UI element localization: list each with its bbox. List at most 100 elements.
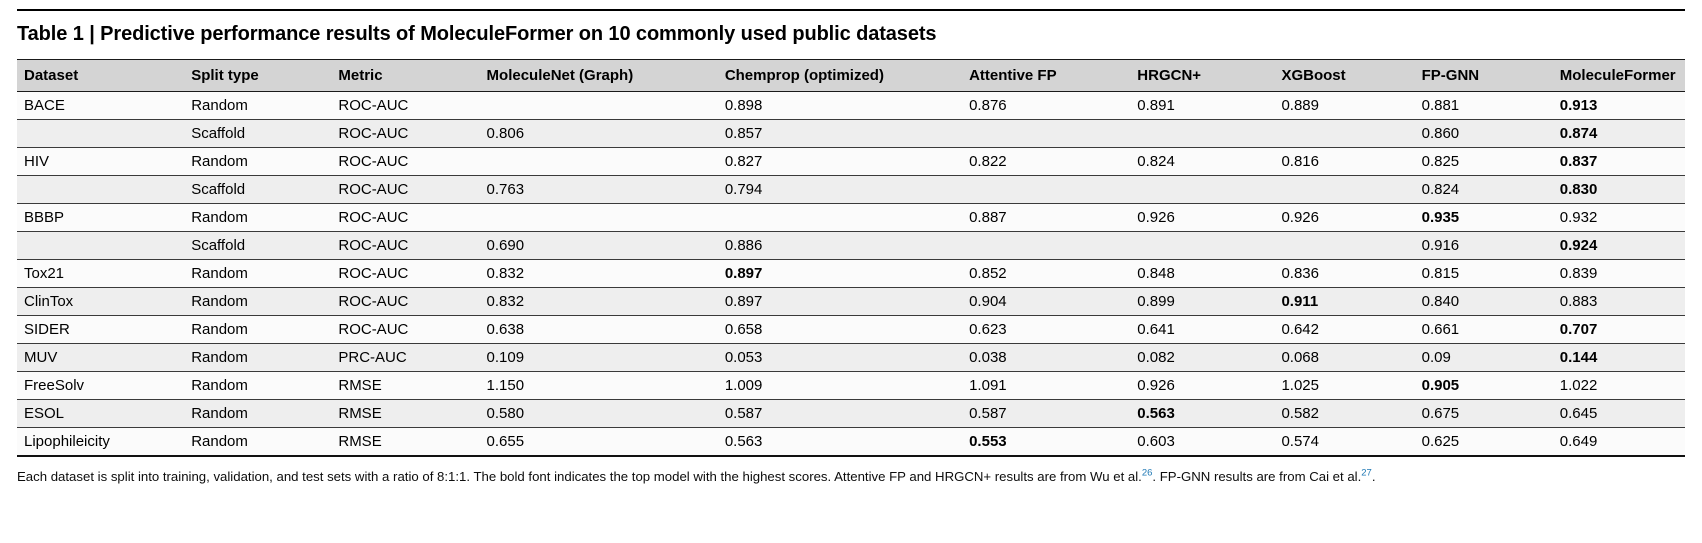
value-cell (1130, 175, 1275, 204)
dataset-cell: ClinTox (17, 287, 185, 316)
value-cell: 1.150 (479, 371, 718, 400)
value-cell: Random (184, 287, 332, 316)
column-header-attentive-fp: Attentive FP (962, 59, 1131, 92)
value-cell: 0.824 (1130, 147, 1275, 176)
value-cell (1130, 231, 1275, 260)
column-header-moleculenet-graph: MoleculeNet (Graph) (479, 59, 718, 92)
citation-ref-link[interactable]: 27 (1361, 467, 1372, 479)
value-cell: Scaffold (184, 231, 332, 260)
footnote-text: . FP-GNN results are from Cai et al. (1152, 469, 1362, 484)
value-cell: 0.889 (1274, 91, 1415, 120)
value-cell: RMSE (331, 371, 480, 400)
value-cell: RMSE (331, 427, 480, 457)
value-cell: ROC-AUC (331, 287, 480, 316)
value-cell: 0.881 (1414, 91, 1553, 120)
value-cell: ROC-AUC (331, 175, 480, 204)
value-cell: RMSE (331, 399, 480, 428)
top-rule-divider (17, 9, 1685, 11)
value-cell: 0.874 (1552, 119, 1685, 148)
value-cell: 0.840 (1414, 287, 1553, 316)
value-cell (479, 91, 718, 120)
value-cell: 0.898 (717, 91, 963, 120)
citation-ref-link[interactable]: 26 (1141, 467, 1153, 479)
value-cell: 0.916 (1414, 231, 1553, 260)
value-cell: 0.603 (1130, 427, 1275, 457)
value-cell (479, 203, 718, 232)
value-cell: 0.587 (962, 399, 1131, 428)
value-cell: 0.836 (1274, 259, 1415, 288)
value-cell: 0.649 (1552, 427, 1685, 457)
value-cell: 0.839 (1552, 259, 1685, 288)
table-row: Scaffold ROC-AUC 0.690 0.886 0.916 0.924 (17, 231, 1685, 260)
value-cell: 0.832 (479, 259, 718, 288)
value-cell (717, 203, 963, 232)
value-cell: 0.913 (1552, 91, 1685, 120)
results-table: Dataset Split type Metric MoleculeNet (Grap… (17, 59, 1685, 457)
table-row: ClinTox Random ROC-AUC 0.832 0.897 0.904 0.899… (17, 287, 1685, 316)
column-header-metric: Metric (331, 59, 480, 92)
value-cell: 0.891 (1130, 91, 1275, 120)
value-cell (1274, 119, 1415, 148)
value-cell: ROC-AUC (331, 147, 480, 176)
value-cell: 0.926 (1274, 203, 1415, 232)
value-cell: 0.794 (717, 175, 963, 204)
value-cell: 0.582 (1274, 399, 1415, 428)
dataset-cell: SIDER (17, 315, 185, 344)
value-cell: 0.904 (962, 287, 1131, 316)
dataset-cell: BACE (17, 91, 185, 120)
value-cell: Random (184, 259, 332, 288)
value-cell: 0.675 (1414, 399, 1553, 428)
table-row: Tox21 Random ROC-AUC 0.832 0.897 0.852 0.848 0.… (17, 259, 1685, 288)
table-row: SIDER Random ROC-AUC 0.638 0.658 0.623 0.641 0.… (17, 315, 1685, 344)
value-cell: 0.763 (479, 175, 718, 204)
value-cell: 0.825 (1414, 147, 1553, 176)
value-cell: 0.574 (1274, 427, 1415, 457)
table-row: ESOL Random RMSE 0.580 0.587 0.587 0.563 0.582 0… (17, 399, 1685, 428)
value-cell: 0.563 (1130, 399, 1275, 428)
value-cell: 0.899 (1130, 287, 1275, 316)
column-header-dataset: Dataset (17, 59, 185, 92)
dataset-cell: MUV (17, 343, 185, 372)
value-cell: 0.641 (1130, 315, 1275, 344)
value-cell: 0.876 (962, 91, 1131, 120)
value-cell (962, 175, 1131, 204)
dataset-cell: ESOL (17, 399, 185, 428)
value-cell: ROC-AUC (331, 203, 480, 232)
table-row: MUV Random PRC-AUC 0.109 0.053 0.038 0.082 0.06… (17, 343, 1685, 372)
value-cell: 1.022 (1552, 371, 1685, 400)
dataset-cell: Tox21 (17, 259, 185, 288)
column-header-chemprop-optimized: Chemprop (optimized) (717, 59, 963, 92)
value-cell: 0.09 (1414, 343, 1553, 372)
dataset-cell: HIV (17, 147, 185, 176)
value-cell: 0.935 (1414, 203, 1553, 232)
value-cell: 0.661 (1414, 315, 1553, 344)
value-cell: 0.587 (717, 399, 963, 428)
value-cell: 0.707 (1552, 315, 1685, 344)
dataset-cell: BBBP (17, 203, 185, 232)
value-cell: 0.144 (1552, 343, 1685, 372)
value-cell: 0.932 (1552, 203, 1685, 232)
value-cell: Scaffold (184, 175, 332, 204)
value-cell: 0.638 (479, 315, 718, 344)
column-header-hrgcn: HRGCN+ (1130, 59, 1275, 92)
value-cell: 0.897 (717, 287, 963, 316)
value-cell: 0.924 (1552, 231, 1685, 260)
header-row: Dataset Split type Metric MoleculeNet (Grap… (17, 59, 1685, 92)
table-row: Scaffold ROC-AUC 0.763 0.794 0.824 0.830 (17, 175, 1685, 204)
value-cell: 0.926 (1130, 371, 1275, 400)
table-row: Scaffold ROC-AUC 0.806 0.857 0.860 0.874 (17, 119, 1685, 148)
value-cell: Random (184, 343, 332, 372)
table-footnote: Each dataset is split into training, val… (17, 468, 1685, 485)
column-header-split-type: Split type (184, 59, 332, 92)
value-cell: 0.852 (962, 259, 1131, 288)
dataset-cell (17, 119, 185, 148)
table-row: BACE Random ROC-AUC 0.898 0.876 0.891 0.889 0.8… (17, 91, 1685, 120)
value-cell: 0.623 (962, 315, 1131, 344)
value-cell: Random (184, 399, 332, 428)
value-cell (1274, 175, 1415, 204)
value-cell: 1.091 (962, 371, 1131, 400)
value-cell: 0.830 (1552, 175, 1685, 204)
dataset-cell (17, 231, 185, 260)
value-cell: Random (184, 371, 332, 400)
value-cell: 0.926 (1130, 203, 1275, 232)
